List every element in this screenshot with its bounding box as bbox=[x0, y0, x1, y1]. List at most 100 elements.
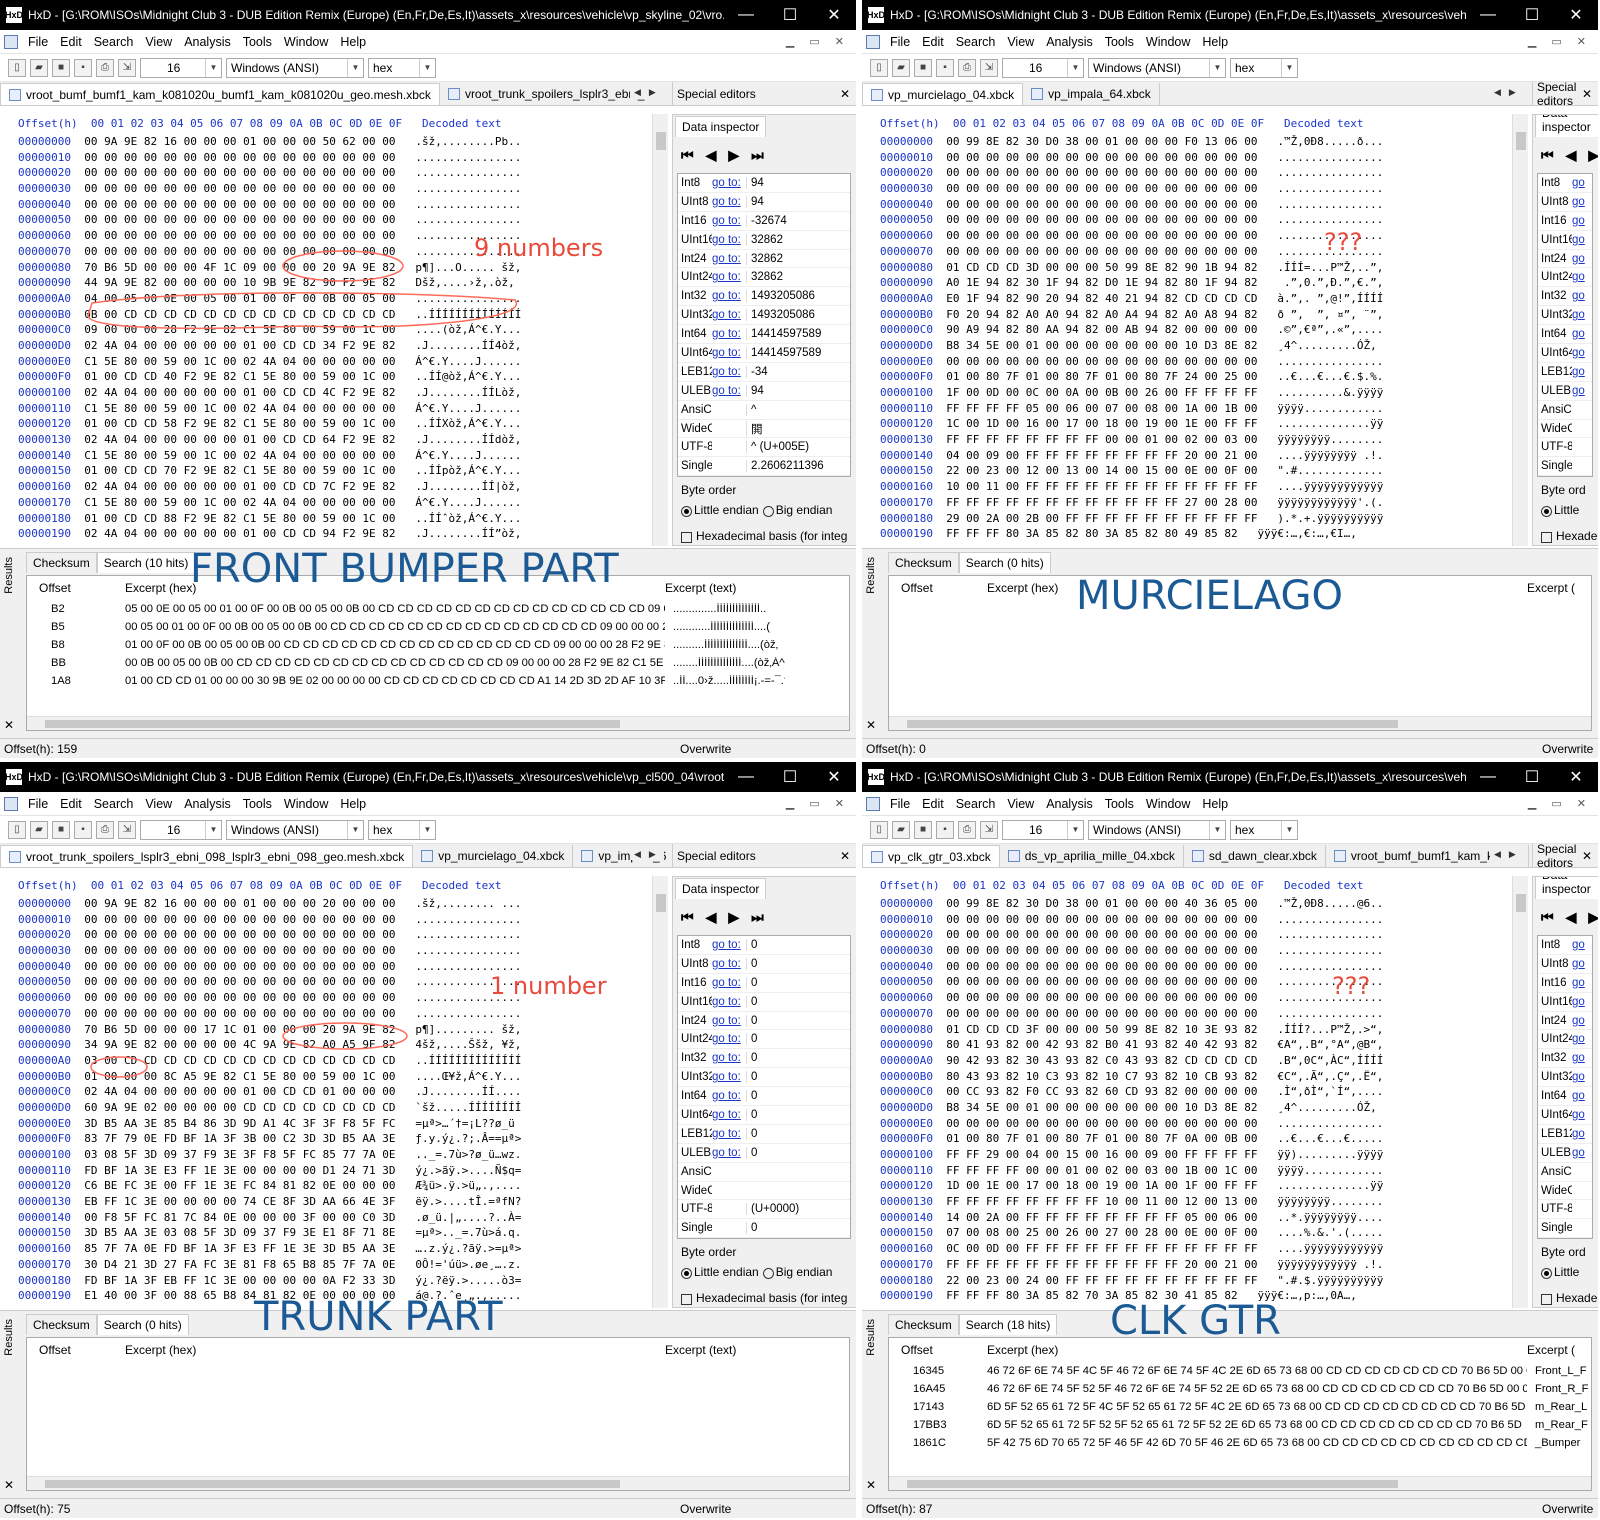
scroll-thumb[interactable] bbox=[656, 894, 666, 912]
row-text[interactable]: =µª>.._=.7ù>á.q. bbox=[415, 1226, 522, 1240]
close-file-icon[interactable]: ▪ bbox=[936, 58, 954, 77]
goto-link[interactable]: go to: bbox=[712, 309, 741, 322]
row-bytes[interactable]: 00 00 00 00 00 00 00 00 00 00 00 00 00 0… bbox=[84, 912, 396, 926]
inspector-row[interactable]: Int16 go to: -32674 bbox=[678, 212, 850, 231]
menu-help[interactable]: Help bbox=[1202, 796, 1229, 811]
row-text[interactable]: ................ bbox=[1277, 166, 1384, 180]
row-bytes[interactable]: 00 00 00 00 00 00 00 00 00 00 00 00 00 0… bbox=[946, 244, 1258, 258]
document-tab[interactable]: vp_impala_64.xbck bbox=[1023, 83, 1160, 105]
inspector-row[interactable]: UInt64 go bbox=[1538, 1106, 1592, 1125]
col-excerpt-hex[interactable]: Excerpt (hex) bbox=[125, 1343, 197, 1357]
new-file-icon[interactable]: ▯ bbox=[870, 820, 888, 839]
menu-view[interactable]: View bbox=[1007, 796, 1035, 811]
inspector-row[interactable]: WideChar bbox=[1538, 420, 1592, 439]
base-select[interactable]: hex ▼ bbox=[368, 819, 436, 840]
row-bytes[interactable]: 00 F8 5F FC 81 7C 84 0E 00 00 00 3F 00 0… bbox=[84, 1210, 396, 1224]
inspector-row[interactable]: Int8 go bbox=[1538, 936, 1592, 955]
row-bytes[interactable]: 03 00 CD CD CD CD CD CD CD CD CD CD CD C… bbox=[84, 1053, 396, 1067]
hex-view[interactable]: Offset(h) 00 01 02 03 04 05 06 07 08 09 … bbox=[18, 114, 650, 546]
goto-link[interactable]: go to: bbox=[712, 271, 741, 284]
goto-link[interactable]: go to: bbox=[712, 1014, 741, 1027]
close-button[interactable]: ✕ bbox=[1569, 7, 1583, 24]
row-bytes[interactable]: 00 00 00 00 00 00 00 00 00 00 00 00 00 0… bbox=[946, 150, 1258, 164]
row-bytes[interactable]: 00 99 8E 82 30 D0 38 00 01 00 00 00 F0 1… bbox=[946, 135, 1258, 148]
document-tab[interactable]: ds_vp_aprilia_mille_04.xbck bbox=[999, 845, 1184, 867]
row-bytes[interactable]: 1C 00 1D 00 16 00 17 00 18 00 19 00 1E 0… bbox=[946, 417, 1258, 431]
row-text[interactable]: ................ bbox=[415, 197, 522, 211]
result-row[interactable]: 16A45 46 72 6F 6E 74 5F 52 5F 46 72 6F 6E… bbox=[889, 1380, 1591, 1398]
type-value[interactable]: 32862 bbox=[746, 233, 850, 246]
goto-link[interactable]: go to: bbox=[712, 346, 741, 359]
close-icon[interactable]: ✕ bbox=[839, 87, 850, 101]
inspector-row[interactable]: UInt64 go to: 0 bbox=[678, 1106, 850, 1125]
type-value[interactable]: 94 bbox=[746, 176, 850, 189]
type-value[interactable]: -34 bbox=[746, 365, 850, 378]
row-bytes[interactable]: C1 5E 80 00 59 00 1C 00 02 4A 04 00 00 0… bbox=[84, 354, 396, 368]
row-bytes[interactable]: 02 4A 04 00 00 00 00 00 01 00 CD CD 94 F… bbox=[84, 527, 396, 541]
row-text[interactable]: ................ bbox=[1277, 928, 1384, 942]
result-row[interactable]: 17143 6D 5F 52 65 61 72 5F 4C 5F 52 65 61… bbox=[889, 1398, 1591, 1416]
results-hscrollbar[interactable] bbox=[889, 716, 1591, 730]
inspector-row[interactable]: LEB128go to: 0 bbox=[678, 1125, 850, 1144]
row-bytes[interactable]: F0 20 94 82 A0 A0 94 82 A0 A4 94 82 A0 A… bbox=[946, 307, 1258, 321]
menu-edit[interactable]: Edit bbox=[60, 34, 82, 49]
col-excerpt-text[interactable]: Excerpt ( bbox=[1527, 581, 1576, 595]
document-tab[interactable]: vroot_bumf_bumf1_kam_k081020u_bumf1_kam_… bbox=[0, 83, 440, 105]
row-text[interactable]: ¸4^.........ÓŽ‚ bbox=[1277, 1100, 1377, 1114]
row-text[interactable]: ................ bbox=[415, 944, 522, 958]
last-icon[interactable]: ⏭ bbox=[751, 908, 764, 925]
inspector-row[interactable]: ULEB128go bbox=[1538, 1144, 1592, 1163]
inspector-row[interactable]: Int64 go to: 14414597589 bbox=[678, 325, 850, 345]
row-text[interactable]: ..ÍÍˆòž‚Á^€.Y... bbox=[415, 511, 522, 525]
prev-icon[interactable]: ◀ bbox=[1565, 908, 1577, 925]
row-bytes[interactable]: 02 4A 04 00 00 00 00 00 01 00 CD CD 4C F… bbox=[84, 386, 396, 399]
little-endian-radio[interactable] bbox=[681, 505, 692, 517]
scroll-thumb[interactable] bbox=[1516, 894, 1526, 912]
menu-edit[interactable]: Edit bbox=[60, 796, 82, 811]
row-bytes[interactable]: 70 B6 5D 00 00 00 4F 1C 09 00 00 00 20 9… bbox=[84, 260, 396, 274]
row-text[interactable]: ................ bbox=[1277, 975, 1384, 989]
row-text[interactable]: ....%.&.'.(..... bbox=[1277, 1226, 1384, 1240]
goto-link[interactable]: go to: bbox=[712, 252, 741, 265]
row-bytes[interactable]: FF FF FF FF 00 00 01 00 02 00 03 00 1B 0… bbox=[946, 1163, 1258, 1177]
inspector-row[interactable]: Int16 go bbox=[1538, 974, 1592, 993]
close-button[interactable]: ✕ bbox=[827, 7, 841, 24]
checksum-tab[interactable]: Checksum bbox=[888, 552, 959, 573]
row-bytes[interactable]: 90 42 93 82 30 43 93 82 C0 43 93 82 CD C… bbox=[946, 1053, 1258, 1067]
goto-link[interactable]: go bbox=[1572, 233, 1585, 246]
menu-file[interactable]: File bbox=[28, 34, 49, 49]
goto-link[interactable]: go to: bbox=[712, 328, 741, 341]
scroll-thumb[interactable] bbox=[907, 720, 1399, 728]
goto-link[interactable]: go bbox=[1572, 252, 1585, 265]
goto-link[interactable]: go to: bbox=[712, 976, 741, 989]
bytes-per-row-select[interactable]: 16 ▼ bbox=[1002, 57, 1084, 78]
row-text[interactable]: ................ bbox=[1277, 213, 1384, 227]
inspector-row[interactable]: Int24 go to: 32862 bbox=[678, 250, 850, 269]
new-file-icon[interactable]: ▯ bbox=[870, 58, 888, 77]
type-value[interactable]: 0 bbox=[746, 957, 850, 970]
row-bytes[interactable]: 00 00 00 00 00 00 00 00 00 00 00 00 00 0… bbox=[84, 944, 396, 958]
col-offset[interactable]: Offset bbox=[901, 581, 933, 595]
menu-help[interactable]: Help bbox=[340, 796, 367, 811]
menu-window[interactable]: Window bbox=[283, 34, 329, 49]
row-text[interactable]: ................ bbox=[415, 182, 522, 196]
result-row[interactable]: 1861C 5F 42 75 6D 70 65 72 5F 46 5F 42 6D… bbox=[889, 1434, 1591, 1452]
close-icon[interactable]: ✕ bbox=[839, 849, 850, 863]
goto-link[interactable]: go to: bbox=[712, 1052, 741, 1065]
row-bytes[interactable]: 02 4A 04 00 00 00 00 00 01 00 CD CD 64 F… bbox=[84, 433, 396, 447]
row-text[interactable]: ................ bbox=[415, 166, 522, 180]
row-text[interactable]: ÿÿÿÿÿÿÿÿÿÿÿÿ'.(. bbox=[1277, 495, 1384, 509]
row-text[interactable]: Á^€.Y....J...... bbox=[415, 448, 522, 462]
inspector-row[interactable]: Single (float: 2.2606211396 bbox=[678, 457, 850, 477]
row-bytes[interactable]: 00 00 00 00 00 00 00 00 00 00 00 00 00 0… bbox=[946, 944, 1258, 958]
row-text[interactable]: ý¿.?ëÿ.>.....ò3= bbox=[415, 1273, 522, 1287]
inspector-tab[interactable]: Data inspector bbox=[673, 877, 856, 899]
row-bytes[interactable]: 83 7F 79 0E FD BF 1A 3F 3B 00 C2 3D 3D B… bbox=[84, 1132, 396, 1146]
goto-link[interactable]: go to: bbox=[712, 1146, 741, 1159]
row-bytes[interactable]: C6 BE FC 3E 00 FF 1E 3E FC 84 81 82 0E 0… bbox=[84, 1179, 396, 1193]
goto-link[interactable]: go bbox=[1572, 328, 1585, 341]
row-text[interactable]: .J........ÍÍ”òž‚ bbox=[415, 527, 522, 541]
inspector-row[interactable]: Int32 go bbox=[1538, 1049, 1592, 1069]
row-text[interactable]: ….z.ý¿.?ãÿ.>=µª> bbox=[415, 1242, 522, 1256]
inspector-row[interactable]: UInt64 go bbox=[1538, 344, 1592, 363]
